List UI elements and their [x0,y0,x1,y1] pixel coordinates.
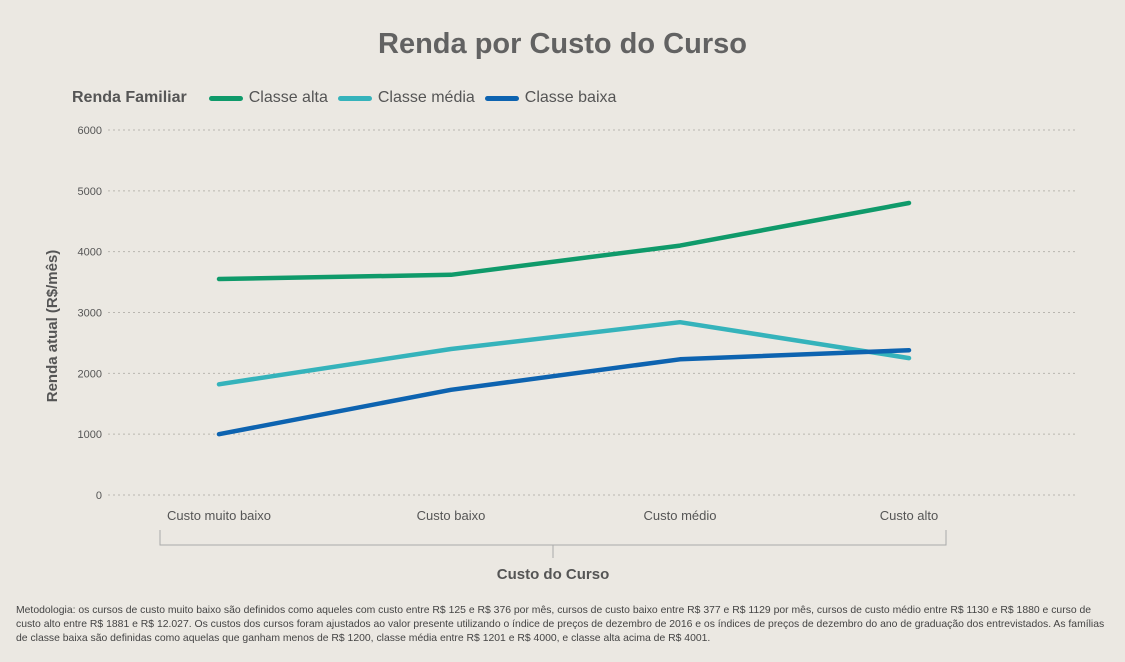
y-tick-labels: 0 1000 2000 3000 4000 5000 6000 [78,125,102,502]
legend-swatch [208,95,243,101]
legend-title: Renda Familiar [72,89,187,106]
series-line-classe-baixa [216,347,912,437]
y-tick-label: 1000 [78,429,102,441]
x-tick-label: Custo baixo [417,508,486,523]
legend-item-classe-media: Classe média [337,89,475,107]
line-chart: 0 1000 2000 3000 4000 5000 6000 Custo muito ba… [44,125,1075,583]
x-tick-labels: Custo muito baixo Custo baixo Custo médio C… [167,508,938,523]
x-tick-label: Custo alto [880,508,939,523]
x-axis-bracket [159,530,947,558]
y-tick-label: 3000 [78,308,102,320]
legend: Renda Familiar Classe alta Classe média … [72,88,626,108]
legend-label: Classe alta [248,89,328,106]
series-lines [216,200,912,437]
series-line-classe-m-dia [216,319,912,387]
x-axis-label: Custo do Curso [497,566,610,583]
y-tick-label: 2000 [78,368,102,380]
gridlines [108,129,1075,496]
x-tick-label: Custo médio [644,508,717,523]
y-axis-label: Renda atual (R$/mês) [44,250,61,403]
chart-title: Renda por Custo do Curso [378,28,747,60]
legend-label: Classe baixa [524,89,617,106]
legend-swatch [484,95,519,101]
y-tick-label: 4000 [78,247,102,259]
x-tick-label: Custo muito baixo [167,508,271,523]
series-line-classe-alta [216,200,912,282]
y-tick-label: 0 [96,490,102,502]
legend-item-classe-baixa: Classe baixa [484,89,617,107]
bracket-line [159,530,947,546]
y-tick-label: 6000 [78,125,102,137]
legend-item-classe-alta: Classe alta [208,89,328,107]
methodology-footnote: Metodologia: os cursos de custo muito ba… [16,605,1105,644]
y-tick-label: 5000 [78,186,102,198]
legend-label: Classe média [377,89,475,106]
legend-swatch [337,95,372,101]
